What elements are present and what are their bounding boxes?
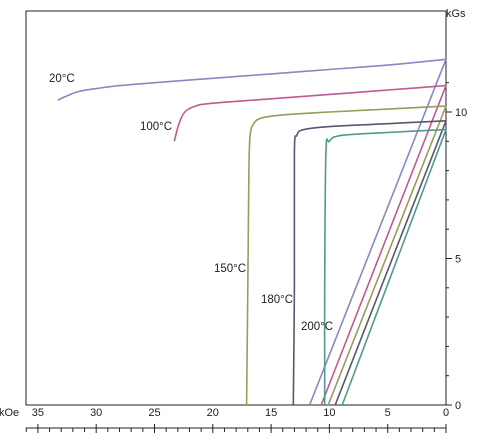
y-tick-label: 5	[455, 254, 461, 266]
recoil-line-3	[334, 120, 447, 406]
demag-curve-3	[292, 120, 447, 406]
demag-curve-1	[173, 84, 447, 142]
demag-curve-4	[323, 128, 447, 406]
recoil-line-1	[320, 85, 447, 406]
x-minor-ticks	[25, 428, 435, 432]
x-tick-label: 15	[265, 407, 277, 419]
demag-curve-2	[245, 105, 447, 406]
y-tick-label: 0	[455, 400, 461, 412]
demag-curve-0	[57, 58, 447, 102]
x-tick-label: 30	[90, 407, 102, 419]
x-tick-label: 5	[385, 407, 391, 419]
recoil-line-4	[341, 129, 447, 406]
curve-label-3: 180°C	[261, 294, 293, 306]
y-ticks: 0 5 10	[446, 82, 467, 412]
recoil-line-0	[308, 59, 447, 406]
recoil-line-2	[327, 105, 447, 406]
x-tick-label: 25	[148, 407, 160, 419]
curve-label-4: 200°C	[301, 321, 333, 333]
x-axis-label: kOe	[0, 407, 19, 419]
series-layer	[57, 58, 447, 406]
curve-label-0: 20°C	[49, 73, 75, 85]
y-axis-label: kGs	[446, 8, 466, 20]
labels-layer: 20°C 100°C 150°C 180°C 200°C	[49, 73, 333, 333]
curve-label-1: 100°C	[140, 121, 172, 133]
x-tick-label: 10	[323, 407, 335, 419]
plot-frame	[25, 10, 447, 406]
x-tick-label: 35	[32, 407, 44, 419]
x-tick-label: 0	[443, 407, 449, 419]
curve-label-2: 150°C	[214, 263, 246, 275]
x-major-ticks: 35 30 25 20 15 10 5 0	[32, 407, 449, 433]
y-tick-label: 10	[455, 107, 467, 119]
x-tick-label: 20	[207, 407, 219, 419]
